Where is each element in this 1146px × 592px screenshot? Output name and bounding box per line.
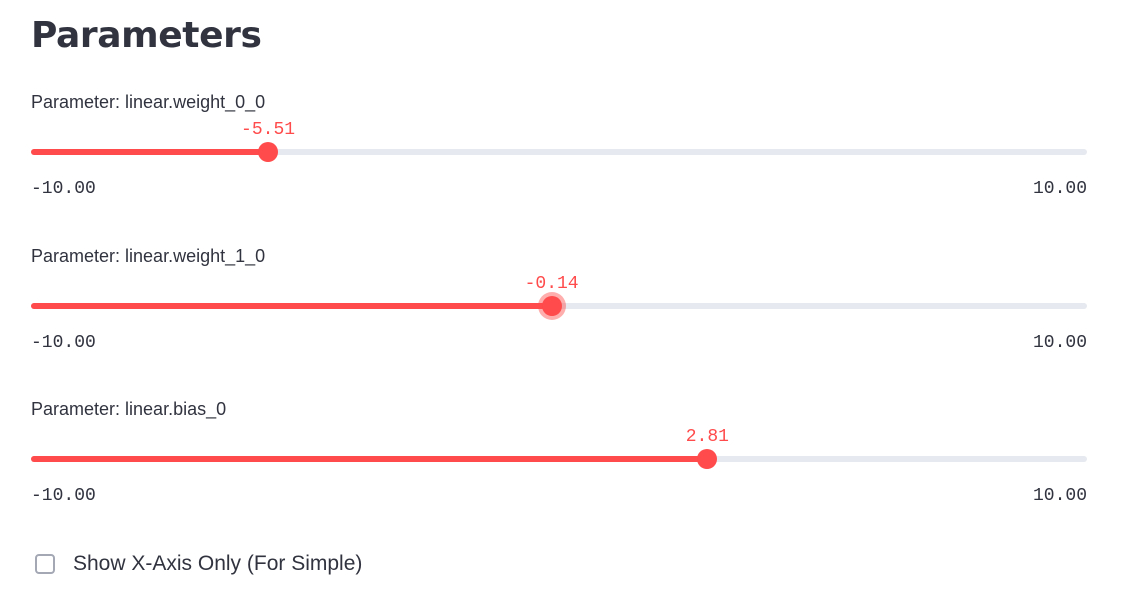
slider-control: -5.51 -10.00 10.00	[31, 120, 1087, 199]
slider-max-label: 10.00	[1032, 179, 1087, 199]
slider-value-label: -5.51	[241, 120, 296, 140]
slider-linear-bias-0: Parameter: linear.bias_0 2.81 -10.00 10.…	[31, 397, 1087, 537]
slider-fill	[31, 456, 708, 462]
slider-max-label: 10.00	[1032, 486, 1087, 506]
slider-linear-weight-1-0: Parameter: linear.weight_1_0 -0.14 -10.0…	[31, 244, 1087, 384]
slider-label: Parameter: linear.weight_1_0	[31, 246, 266, 266]
show-x-axis-only-checkbox[interactable]: Show X-Axis Only (For Simple)	[35, 550, 362, 578]
slider-label: Parameter: linear.weight_0_0	[31, 92, 266, 112]
slider-thumb[interactable]	[541, 296, 562, 316]
checkbox-label: Show X-Axis Only (For Simple)	[73, 552, 363, 575]
slider-label: Parameter: linear.bias_0	[31, 399, 227, 419]
slider-control: 2.81 -10.00 10.00	[31, 427, 1087, 506]
slider-value-label: 2.81	[685, 427, 729, 447]
slider-fill	[31, 303, 552, 309]
slider-max-label: 10.00	[1032, 333, 1087, 353]
slider-min-label: -10.00	[31, 486, 96, 506]
slider-fill	[31, 149, 269, 155]
checkbox-box[interactable]	[35, 554, 55, 574]
slider-thumb[interactable]	[258, 142, 279, 162]
slider-control: -0.14 -10.00 10.00	[31, 274, 1087, 353]
parameters-panel: Parameters Parameter: linear.weight_0_0 …	[31, 0, 1087, 592]
slider-track[interactable]	[31, 456, 1087, 462]
slider-value-label: -0.14	[524, 274, 579, 294]
slider-min-label: -10.00	[31, 333, 96, 353]
slider-min-label: -10.00	[31, 179, 96, 199]
slider-linear-weight-0-0: Parameter: linear.weight_0_0 -5.51 -10.0…	[31, 90, 1087, 230]
slider-thumb[interactable]	[697, 449, 718, 469]
page-title: Parameters	[31, 15, 262, 56]
slider-track[interactable]	[31, 149, 1087, 155]
